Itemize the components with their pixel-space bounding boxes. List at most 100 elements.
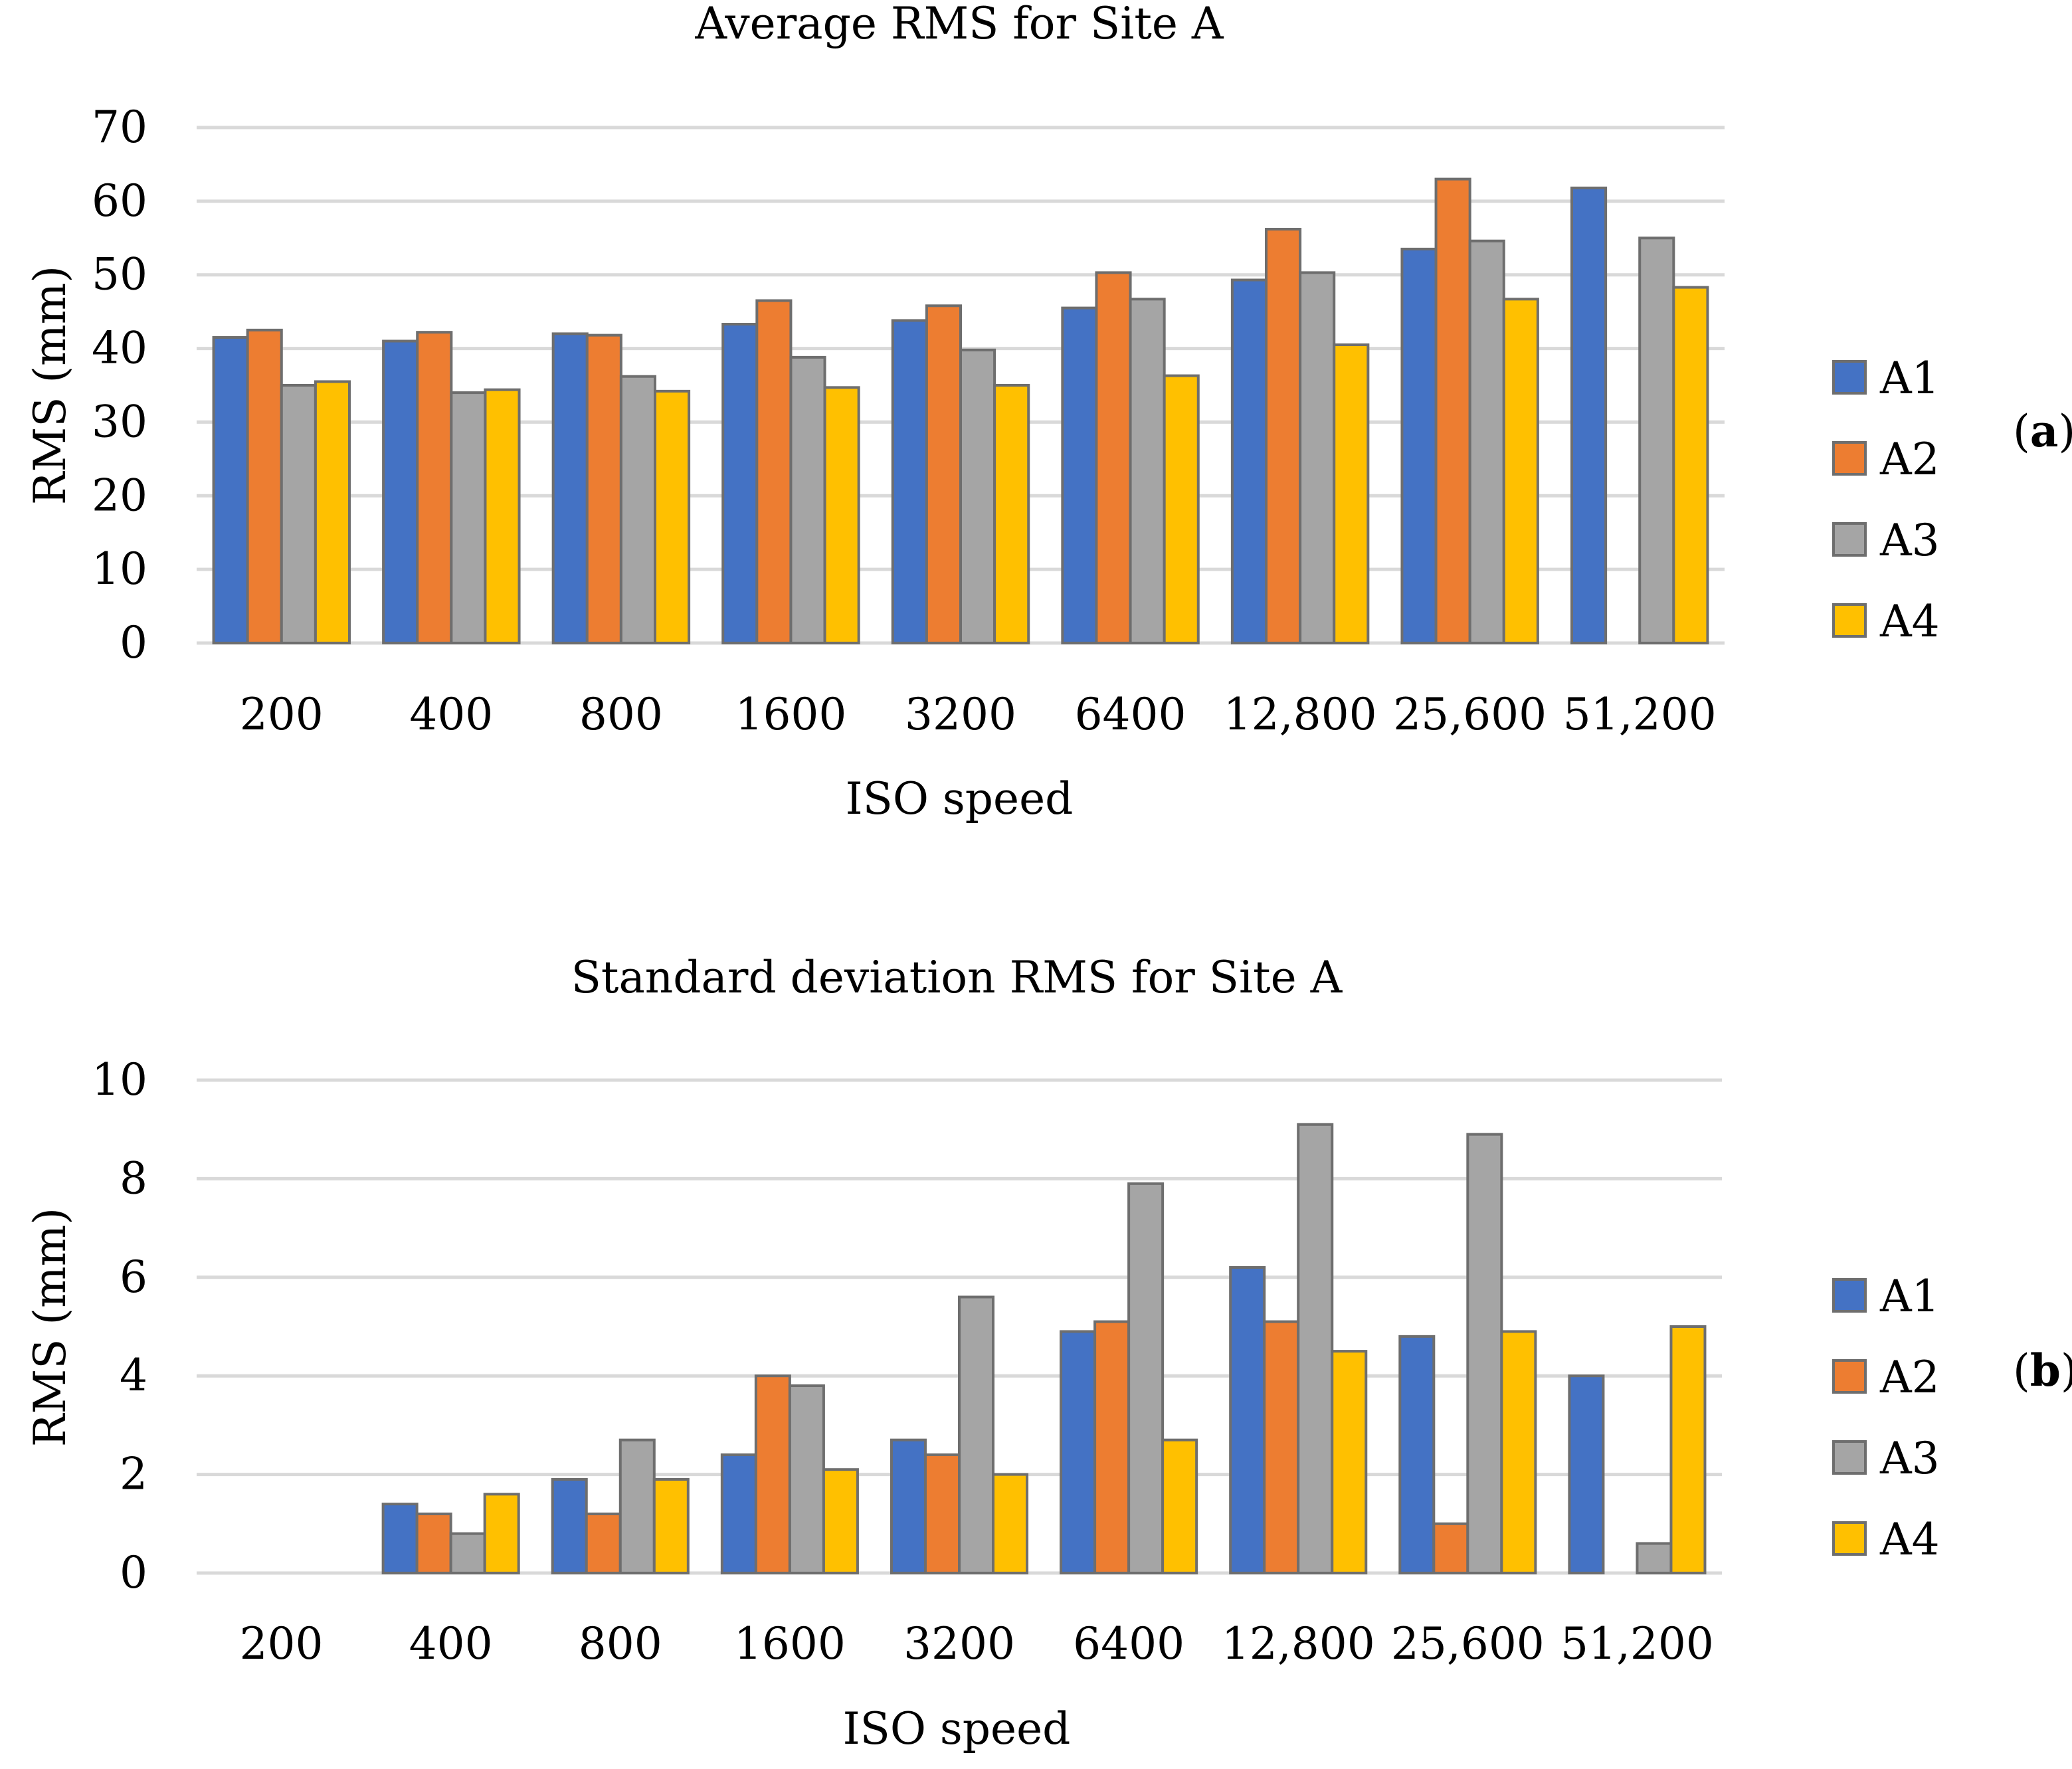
bar-a3-1600	[788, 1384, 825, 1575]
bar-a3-3200	[958, 1295, 995, 1574]
x-tick-label: 12,800	[1224, 689, 1377, 740]
bar-a2-800	[585, 1512, 622, 1574]
bar-a1-800	[551, 332, 589, 644]
bar-a2-12800	[1265, 227, 1302, 644]
bar-a4-12800	[1331, 1350, 1368, 1574]
bar-a4-6400	[1161, 1438, 1198, 1574]
y-axis-title: RMS (mm)	[25, 266, 76, 505]
y-tick-label: 2	[120, 1449, 147, 1500]
legend-swatch-a4	[1832, 603, 1867, 638]
bar-a4-400	[483, 1493, 520, 1575]
y-tick-label: 10	[92, 543, 147, 595]
y-tick-labels: 0 2 4 6 8 10	[92, 1054, 147, 1598]
bar-a2-800	[585, 333, 622, 644]
bar-a1-800	[551, 1478, 588, 1575]
y-tick-label: 10	[92, 1054, 147, 1105]
bar-a1-400	[382, 339, 419, 644]
bar-a1-51200	[1568, 1374, 1605, 1574]
bar-a1-6400	[1060, 1330, 1097, 1575]
bar-a2-400	[416, 331, 453, 644]
bar-a4-3200	[992, 1473, 1029, 1575]
legend-swatch-a2	[1832, 441, 1867, 476]
bar-a2-12800	[1263, 1320, 1300, 1574]
x-axis-title: ISO speed	[846, 773, 1074, 824]
legend-swatch-a4	[1832, 1521, 1867, 1556]
bar-a2-200	[246, 328, 283, 644]
bar-a3-200	[280, 384, 317, 644]
legend-label-a2: A2	[1879, 434, 1940, 485]
bar-a1-200	[212, 335, 249, 644]
chart-standard-deviation-rms: Standard deviation RMS for Site A 0 2 4 6 8 1…	[25, 952, 2072, 1754]
panel-label: (b)	[2013, 1345, 2072, 1396]
legend-label-a4: A4	[1879, 1514, 1940, 1565]
bar-a1-12800	[1229, 1265, 1266, 1574]
bar-a2-1600	[754, 1374, 791, 1574]
bar-a1-25600	[1400, 247, 1438, 644]
bar-a4-25600	[1502, 298, 1539, 645]
legend-swatch-a3	[1832, 1440, 1867, 1475]
y-tick-labels: 0 10 20 30 40 50 60 70	[92, 102, 147, 668]
bar-a1-3200	[890, 1438, 927, 1574]
x-tick-label: 3200	[903, 1618, 1015, 1669]
bar-a3-800	[618, 1438, 656, 1574]
y-tick-label: 70	[92, 102, 147, 153]
panel-label-letter: a	[2030, 405, 2059, 457]
bar-a3-3200	[959, 348, 996, 644]
bar-a1-1600	[721, 322, 759, 644]
legend-label-a3: A3	[1879, 1433, 1940, 1484]
y-tick-label: 40	[92, 323, 147, 374]
bar-a3-400	[450, 391, 487, 644]
bar-a3-25600	[1468, 239, 1505, 645]
bars	[381, 1123, 1707, 1575]
bar-a4-400	[484, 388, 521, 644]
x-tick-label: 51,200	[1563, 689, 1717, 740]
legend-swatch-a2	[1832, 1359, 1867, 1394]
bar-a3-51200	[1636, 1542, 1673, 1574]
bar-a1-12800	[1230, 278, 1268, 644]
legend-label-a3: A3	[1879, 515, 1940, 566]
y-tick-label: 6	[120, 1252, 147, 1303]
bar-a3-51200	[1638, 236, 1675, 644]
y-tick-label: 60	[92, 175, 147, 227]
legend-swatch-a1	[1832, 1278, 1867, 1313]
y-tick-label: 0	[120, 617, 147, 668]
y-tick-label: 30	[92, 396, 147, 447]
bar-a2-6400	[1095, 271, 1132, 645]
y-tick-label: 50	[92, 249, 147, 300]
x-tick-label: 12,800	[1222, 1618, 1375, 1669]
y-tick-label: 0	[120, 1547, 147, 1598]
x-tick-label: 800	[579, 1618, 662, 1669]
bar-a1-400	[381, 1503, 419, 1575]
bar-a2-3200	[923, 1453, 961, 1574]
y-axis-title: RMS (mm)	[25, 1208, 76, 1447]
bar-a4-25600	[1500, 1330, 1537, 1575]
chart-title: Standard deviation RMS for Site A	[571, 952, 1343, 1003]
x-tick-label: 1600	[734, 1618, 846, 1669]
bar-a1-25600	[1398, 1335, 1436, 1574]
x-tick-label: 6400	[1075, 689, 1186, 740]
bar-a2-25600	[1432, 1522, 1469, 1575]
x-tick-label: 1600	[735, 689, 846, 740]
x-tick-labels: 200 400 800 1600 3200 6400 12,800 25,600 51,200	[240, 689, 1717, 740]
bar-a1-51200	[1570, 186, 1608, 645]
legend: A1 A2 A3 A4	[1832, 353, 1940, 647]
bar-a4-1600	[822, 1468, 859, 1574]
y-tick-label: 8	[120, 1153, 147, 1204]
bar-a4-51200	[1672, 286, 1709, 644]
bar-a4-800	[654, 389, 691, 645]
panel-label-letter: b	[2030, 1345, 2061, 1396]
bar-a3-12800	[1297, 1123, 1334, 1574]
legend: A1 A2 A3 A4	[1832, 1271, 1940, 1565]
bar-a4-1600	[823, 386, 860, 645]
bar-a4-51200	[1669, 1325, 1707, 1574]
bar-a2-3200	[925, 304, 963, 644]
bar-a4-12800	[1333, 343, 1370, 644]
x-tick-label: 400	[409, 1618, 493, 1669]
chart-title: Average RMS for Site A	[694, 0, 1224, 49]
bar-a3-6400	[1129, 298, 1166, 645]
bar-a3-12800	[1299, 271, 1336, 645]
bar-a4-6400	[1163, 374, 1200, 644]
x-tick-label: 400	[409, 689, 493, 740]
legend-label-a1: A1	[1879, 353, 1940, 404]
